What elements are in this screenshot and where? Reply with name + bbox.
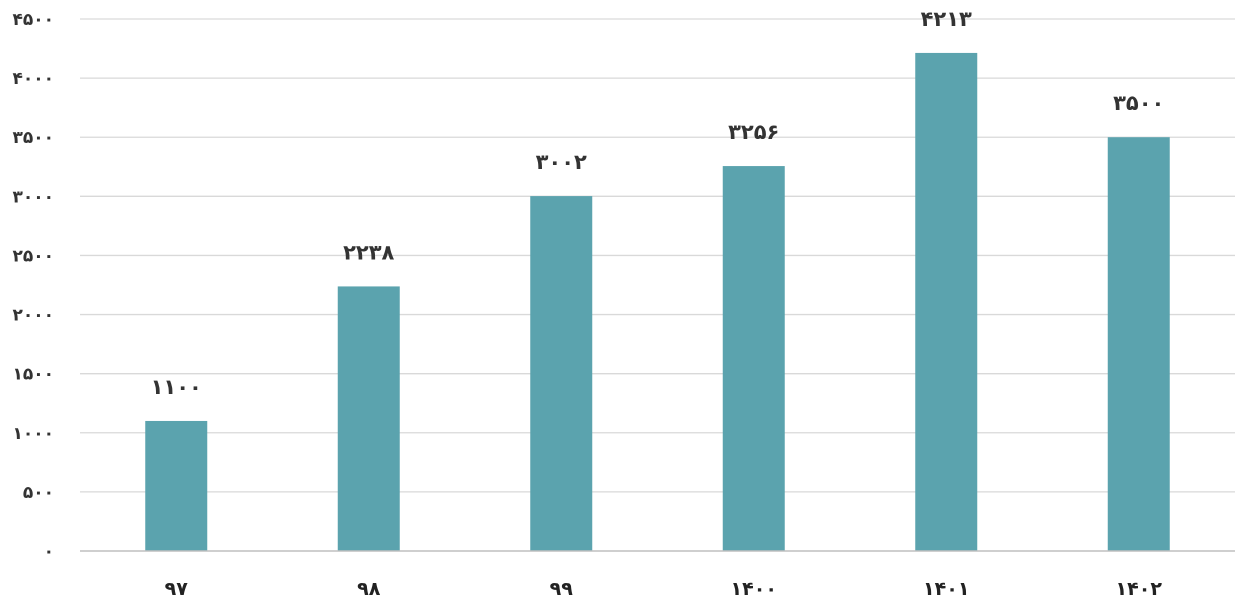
- x-tick-label: ۹۹: [550, 578, 574, 600]
- bar: [337, 286, 400, 551]
- data-label: ۳۰۰۲: [536, 150, 587, 174]
- x-tick-label: ۱۴۰۲: [1116, 578, 1163, 600]
- data-label: ۱۱۰۰: [151, 375, 202, 399]
- data-label: ۳۲۵۶: [728, 120, 779, 144]
- y-tick-label: ۴۵۰۰: [12, 10, 54, 30]
- bars: [145, 52, 1170, 551]
- data-label: ۴۲۱۳: [921, 7, 972, 31]
- y-tick-label: ۱۰۰۰: [12, 424, 54, 444]
- y-tick-label: ۴۰۰۰: [12, 69, 54, 89]
- bar: [722, 166, 785, 551]
- data-label: ۳۵۰۰: [1113, 91, 1164, 115]
- x-tick-label: ۹۸: [357, 578, 381, 600]
- bar: [145, 420, 208, 551]
- y-axis-tick-labels: ۰ ۵۰۰ ۱۰۰۰ ۱۵۰۰ ۲۰۰۰ ۲۵۰۰ ۳۰۰۰ ۳۵۰۰ ۴۰۰۰ ۴۵۰۰: [12, 10, 54, 562]
- y-tick-label: ۳۵۰۰: [12, 128, 54, 148]
- data-label: ۲۲۳۸: [343, 240, 394, 264]
- x-tick-label: ۱۴۰۱: [923, 578, 969, 600]
- x-axis-tick-labels: ۹۷ ۹۸ ۹۹ ۱۴۰۰ ۱۴۰۱ ۱۴۰۲: [165, 578, 1163, 600]
- data-labels: ۱۱۰۰ ۲۲۳۸ ۳۰۰۲ ۳۲۵۶ ۴۲۱۳ ۳۵۰۰: [151, 7, 1165, 399]
- x-tick-label: ۱۴۰۰: [731, 578, 777, 600]
- y-tick-label: ۳۰۰۰: [12, 187, 54, 207]
- x-tick-label: ۹۷: [165, 578, 189, 600]
- bar: [915, 52, 978, 551]
- bar: [1107, 137, 1170, 551]
- y-tick-label: ۲۵۰۰: [12, 246, 54, 266]
- y-tick-label: ۵۰۰: [23, 483, 54, 503]
- y-tick-label: ۱۵۰۰: [12, 365, 54, 385]
- gridlines: [80, 18, 1235, 493]
- y-tick-label: ۲۰۰۰: [12, 306, 54, 326]
- bar: [530, 196, 593, 551]
- y-tick-label: ۰: [44, 542, 54, 562]
